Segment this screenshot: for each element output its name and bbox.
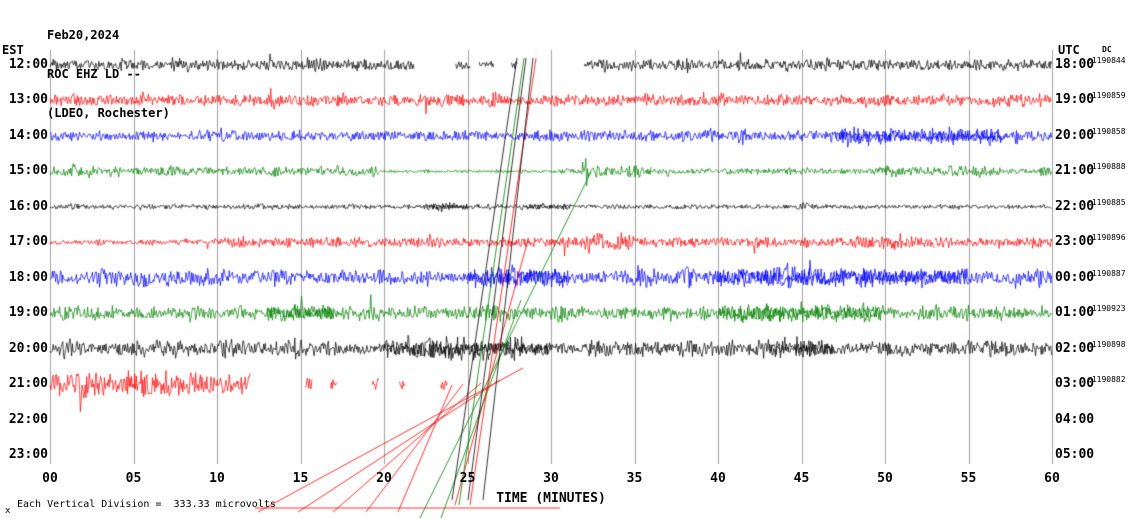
est-time-label: 13:00 bbox=[8, 92, 48, 108]
utc-time-label: 19:00 bbox=[1055, 92, 1095, 108]
utc-time-label: 05:00 bbox=[1055, 446, 1095, 462]
est-time-label: 20:00 bbox=[8, 340, 48, 356]
dc-value: -1190885 bbox=[1087, 197, 1126, 207]
dc-value: -1190896 bbox=[1087, 233, 1126, 243]
utc-time-label: 18:00 bbox=[1055, 57, 1095, 72]
x-tick-label: 25 bbox=[459, 471, 476, 486]
dc-value: -1190888 bbox=[1087, 162, 1126, 172]
dc-value: -1190887 bbox=[1087, 268, 1126, 278]
est-time-label: 19:00 bbox=[8, 305, 48, 321]
utc-time-label: 20:00 bbox=[1055, 127, 1095, 143]
dc-value: -1190858 bbox=[1087, 126, 1126, 136]
est-time-label: 23:00 bbox=[8, 446, 48, 462]
x-tick-label: 00 bbox=[42, 471, 58, 486]
x-tick-label: 30 bbox=[543, 471, 559, 486]
header-location: (LDEO, Rochester) bbox=[47, 106, 170, 120]
utc-time-label: 01:00 bbox=[1055, 305, 1095, 321]
utc-time-label: 22:00 bbox=[1055, 198, 1095, 214]
scale-marker: x bbox=[5, 506, 11, 516]
dc-value: -1190882 bbox=[1087, 375, 1126, 385]
utc-time-label: 04:00 bbox=[1055, 411, 1095, 427]
x-axis-title: TIME (MINUTES) bbox=[496, 491, 606, 506]
utc-time-label: 00:00 bbox=[1055, 269, 1095, 285]
x-tick-label: 45 bbox=[793, 471, 810, 486]
x-tick-label: 10 bbox=[209, 471, 225, 486]
x-tick-label: 55 bbox=[960, 471, 977, 486]
utc-time-label: 02:00 bbox=[1055, 340, 1095, 356]
x-tick-label: 05 bbox=[125, 471, 142, 486]
header-date: Feb20,2024 bbox=[47, 28, 120, 42]
dc-value: -1190898 bbox=[1087, 339, 1126, 349]
x-tick-label: 15 bbox=[292, 471, 309, 486]
est-time-label: 21:00 bbox=[8, 376, 48, 392]
x-tick-label: 60 bbox=[1044, 471, 1060, 486]
scale-note: Each Vertical Division = 333.33 microvol… bbox=[17, 499, 276, 510]
est-time-label: 12:00 bbox=[8, 57, 48, 72]
utc-axis-label: UTC bbox=[1058, 43, 1080, 57]
dc-value: -1190859 bbox=[1087, 91, 1126, 101]
dc-value: -1190844 bbox=[1087, 56, 1126, 65]
utc-time-label: 03:00 bbox=[1055, 376, 1095, 392]
est-time-label: 18:00 bbox=[8, 269, 48, 285]
x-tick-label: 40 bbox=[710, 471, 726, 486]
dc-value: -1190923 bbox=[1087, 304, 1126, 314]
est-axis-label: EST bbox=[2, 43, 24, 57]
est-time-label: 22:00 bbox=[8, 411, 48, 427]
header-block: Feb20,2024 ROC EHZ LD -- (LDEO, Rocheste… bbox=[47, 3, 170, 146]
dc-column-header: DC bbox=[1102, 45, 1112, 54]
utc-time-label: 23:00 bbox=[1055, 234, 1095, 250]
x-tick-label: 20 bbox=[376, 471, 392, 486]
est-time-label: 16:00 bbox=[8, 198, 48, 214]
utc-time-label: 21:00 bbox=[1055, 163, 1095, 179]
x-tick-label: 50 bbox=[877, 471, 893, 486]
est-time-label: 17:00 bbox=[8, 234, 48, 250]
x-tick-label: 35 bbox=[626, 471, 643, 486]
header-station: ROC EHZ LD -- bbox=[47, 67, 141, 81]
est-time-label: 15:00 bbox=[8, 163, 48, 179]
est-time-label: 14:00 bbox=[8, 127, 48, 143]
